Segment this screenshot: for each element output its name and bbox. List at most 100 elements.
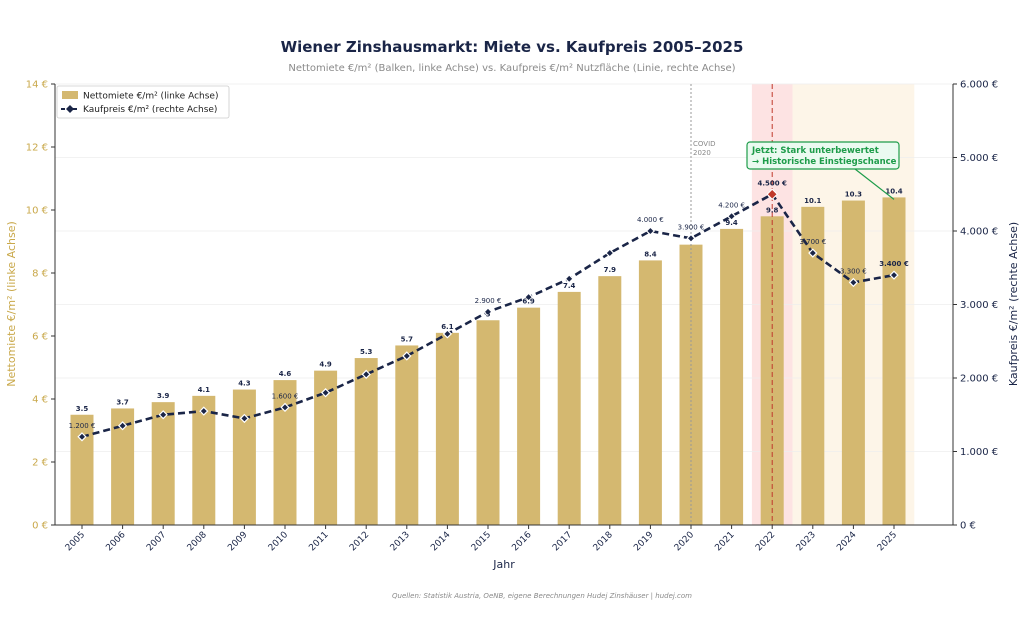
bar-label-2011: 4.9 xyxy=(319,361,332,369)
chart-title: Wiener Zinshausmarkt: Miete vs. Kaufprei… xyxy=(281,38,744,56)
legend-box xyxy=(56,85,230,119)
callout-arrow xyxy=(854,168,895,200)
bar-label-2006: 3.7 xyxy=(116,398,129,406)
bar-label-2005: 3.5 xyxy=(76,405,89,413)
x-tick-label-2008: 2008 xyxy=(186,530,209,553)
price-point-2011 xyxy=(320,388,331,398)
price-point-2009 xyxy=(239,413,250,424)
x-tick-label-2015: 2015 xyxy=(470,530,493,553)
price-label-2025: 3.400 € xyxy=(879,260,909,268)
price-point-2010 xyxy=(280,402,290,413)
bar-2006 xyxy=(111,408,135,525)
y-left-tick-label: 6 € xyxy=(32,332,48,343)
price-label-2010: 1.600 € xyxy=(272,392,299,400)
y-axis-right-title: Kaufpreis €/m² (rechte Achse) xyxy=(1007,222,1020,386)
bar-label-2021: 9.4 xyxy=(725,219,738,227)
covid-annotation: COVID 2020 xyxy=(693,140,716,157)
bar-2024 xyxy=(841,200,865,526)
bar-2022 xyxy=(760,216,784,526)
price-label-2015: 2.900 € xyxy=(475,297,502,305)
x-tick-label-2016: 2016 xyxy=(510,530,533,553)
bar-2005 xyxy=(70,414,94,525)
price-point-2022 xyxy=(766,188,778,200)
x-tick-label-2009: 2009 xyxy=(226,530,249,553)
x-tick-label-2019: 2019 xyxy=(632,530,655,553)
y-right-tick-label: 1.000 € xyxy=(960,447,998,458)
price-point-2020 xyxy=(686,233,696,243)
bar-2011 xyxy=(314,370,338,525)
price-label-2019: 4.000 € xyxy=(637,216,664,224)
bar-label-2013: 5.7 xyxy=(401,335,414,343)
x-tick-label-2010: 2010 xyxy=(267,530,290,553)
bars xyxy=(70,197,906,526)
price-point-2021 xyxy=(726,211,737,221)
price-line xyxy=(77,188,899,442)
price-point-2025 xyxy=(889,270,899,280)
bar-label-2017: 7.4 xyxy=(563,282,576,290)
bar-label-2023: 10.1 xyxy=(804,197,821,205)
legend-line-label: Kaufpreis €/m² (rechte Achse) xyxy=(83,105,217,115)
source-note: Quellen: Statistik Austria, OeNB, eigene… xyxy=(392,592,692,600)
x-tick-label-2021: 2021 xyxy=(713,530,736,553)
price-point-2015 xyxy=(483,307,493,317)
price-point-2017 xyxy=(564,274,574,284)
bar-2021 xyxy=(720,228,744,525)
price-point-2006 xyxy=(117,421,128,431)
y-left-tick-label: 0 € xyxy=(32,521,48,532)
price-point-2005 xyxy=(77,432,87,442)
bar-2014 xyxy=(435,332,459,525)
y-right-tick-label: 6.000 € xyxy=(960,80,998,91)
covid-label: COVID xyxy=(693,140,716,148)
bar-label-2009: 4.3 xyxy=(238,380,251,388)
callout-box xyxy=(746,141,900,170)
bar-2010 xyxy=(273,380,297,525)
x-tick-label-2011: 2011 xyxy=(307,530,330,553)
legend-bar-swatch xyxy=(62,91,78,99)
y-right-tick-label: 0 € xyxy=(960,521,976,532)
y-left-tick-label: 10 € xyxy=(26,206,48,217)
price-point-2024 xyxy=(848,277,859,288)
price-point-2016 xyxy=(523,292,534,302)
x-tick-label-2005: 2005 xyxy=(64,530,87,553)
bar-label-2014: 6.1 xyxy=(441,323,454,331)
x-tick-label-2022: 2022 xyxy=(754,530,777,553)
x-tick-label-2013: 2013 xyxy=(389,530,412,553)
x-tick-label-2024: 2024 xyxy=(835,530,858,553)
y-right-tick-label: 5.000 € xyxy=(960,153,998,164)
price-label-2021: 4.200 € xyxy=(718,201,745,209)
chart-subtitle: Nettomiete €/m² (Balken, linke Achse) vs… xyxy=(288,63,735,74)
bar-2019 xyxy=(638,260,662,525)
price-point-2019 xyxy=(645,226,656,236)
covid-year: 2020 xyxy=(693,149,711,157)
price-label-2020: 3.900 € xyxy=(678,223,705,231)
x-tick-label-2025: 2025 xyxy=(876,530,899,553)
bar-label-2019: 8.4 xyxy=(644,250,657,258)
bar-label-2010: 4.6 xyxy=(279,370,292,378)
bar-2023 xyxy=(801,206,825,525)
bar-2009 xyxy=(232,389,256,525)
y-left-tick-label: 4 € xyxy=(32,395,48,406)
price-label-2022: 4.500 € xyxy=(757,179,787,187)
price-point-2012 xyxy=(361,369,371,379)
bar-label-2022: 9.8 xyxy=(766,206,779,214)
bar-2007 xyxy=(151,402,175,525)
x-tick-label-2014: 2014 xyxy=(429,530,452,553)
x-tick-label-2012: 2012 xyxy=(348,530,371,553)
bar-2018 xyxy=(598,276,622,525)
bar-label-2008: 4.1 xyxy=(198,386,211,394)
x-tick-label-2018: 2018 xyxy=(592,530,615,553)
bar-label-2012: 5.3 xyxy=(360,348,373,356)
price-point-2013 xyxy=(402,351,412,361)
price-point-2007 xyxy=(158,410,168,420)
price-label-2023: 3.700 € xyxy=(799,238,826,246)
price-point-2008 xyxy=(199,406,209,416)
bar-2017 xyxy=(557,291,581,525)
bar-2025 xyxy=(882,197,906,525)
bar-2015 xyxy=(476,320,500,525)
bar-label-2018: 7.9 xyxy=(604,266,617,274)
bar-label-2025: 10.4 xyxy=(885,187,902,195)
price-label-2005: 1.200 € xyxy=(69,422,96,430)
legend-bar-label: Nettomiete €/m² (linke Achse) xyxy=(83,92,218,102)
bar-label-2015: 5 xyxy=(486,310,491,318)
